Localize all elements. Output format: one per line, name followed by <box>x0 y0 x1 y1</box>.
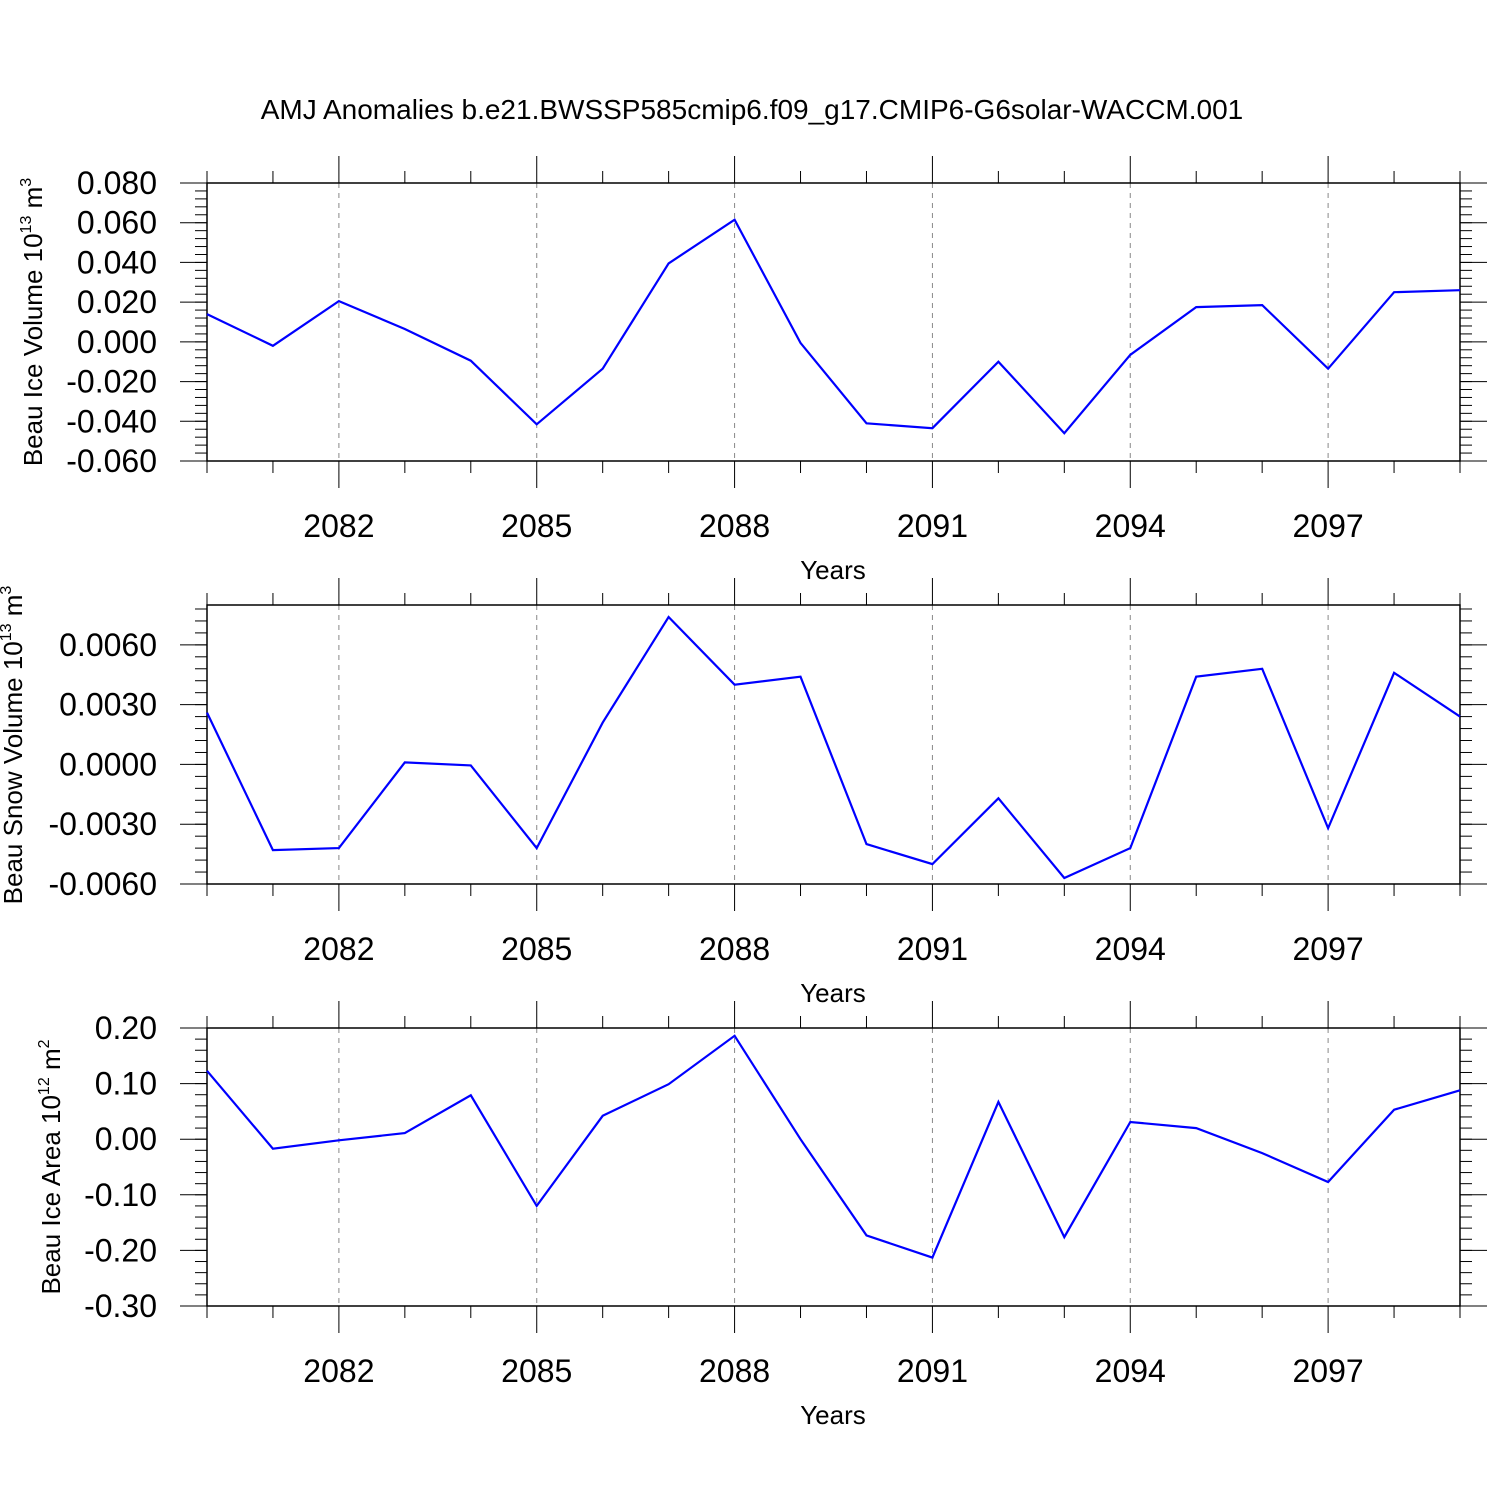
plot-frame <box>206 604 1461 885</box>
y-tick-label: 0.0030 <box>59 687 157 723</box>
x-tick-label: 2094 <box>1095 1353 1166 1389</box>
y-tick-label: -0.060 <box>66 443 157 479</box>
x-tick-label: 2085 <box>501 931 572 967</box>
x-tick-label: 2082 <box>303 508 374 544</box>
x-tick-label: 2097 <box>1293 1353 1364 1389</box>
y-tick-label: 0.00 <box>95 1121 157 1157</box>
y-tick-label: 0.060 <box>77 205 157 241</box>
y-tick-label: -0.0060 <box>48 866 157 902</box>
y-tick-label: -0.30 <box>84 1288 157 1324</box>
x-tick-label: 2097 <box>1293 508 1364 544</box>
x-tick-label: 2094 <box>1095 508 1166 544</box>
x-tick-label: 2082 <box>303 931 374 967</box>
y-tick-label: 0.080 <box>77 165 157 201</box>
plot-frame <box>206 1027 1461 1307</box>
x-tick-label: 2088 <box>699 508 770 544</box>
panel-ice-area: -0.30 -0.20 -0.10 0.00 0.10 0.20 2082 2085 2088… <box>36 1001 1487 1430</box>
panel-snow-volume: -0.0060 -0.0030 0.0000 0.0030 0.0060 2082 208… <box>0 578 1487 1008</box>
plot-frame <box>206 182 1461 462</box>
x-axis-title: Years <box>800 1400 866 1430</box>
x-tick-label: 2094 <box>1095 931 1166 967</box>
x-tick-label: 2091 <box>897 931 968 967</box>
y-tick-label: 0.0000 <box>59 746 157 782</box>
y-tick-label: -0.020 <box>66 364 157 400</box>
y-tick-label: 0.0060 <box>59 627 157 663</box>
series-line <box>206 615 1461 880</box>
y-tick-label: 0.040 <box>77 244 157 280</box>
x-tick-label: 2085 <box>501 508 572 544</box>
x-tick-label: 2085 <box>501 1353 572 1389</box>
y-axis-title: Beau Ice Area 1012 m2 <box>36 1039 66 1294</box>
y-tick-label: -0.20 <box>84 1232 157 1268</box>
y-axis-title: Beau Snow Volume 1013 m3 <box>0 586 28 905</box>
series-line <box>206 218 1461 435</box>
x-tick-label: 2082 <box>303 1353 374 1389</box>
y-tick-label: 0.10 <box>95 1066 157 1102</box>
y-tick-label: -0.040 <box>66 403 157 439</box>
y-tick-label: 0.000 <box>77 324 157 360</box>
y-axis-title: Beau Ice Volume 1013 m3 <box>18 178 48 466</box>
x-axis-title: Years <box>800 978 866 1008</box>
x-tick-label: 2088 <box>699 931 770 967</box>
series-line <box>206 1034 1461 1259</box>
y-tick-label: -0.0030 <box>48 806 157 842</box>
x-tick-label: 2097 <box>1293 931 1364 967</box>
figure-title: AMJ Anomalies b.e21.BWSSP585cmip6.f09_g1… <box>261 94 1244 125</box>
x-tick-label: 2088 <box>699 1353 770 1389</box>
x-axis-title: Years <box>800 555 866 585</box>
y-tick-label: 0.20 <box>95 1010 157 1046</box>
y-tick-label: -0.10 <box>84 1177 157 1213</box>
x-tick-label: 2091 <box>897 508 968 544</box>
x-tick-label: 2091 <box>897 1353 968 1389</box>
y-tick-label: 0.020 <box>77 284 157 320</box>
